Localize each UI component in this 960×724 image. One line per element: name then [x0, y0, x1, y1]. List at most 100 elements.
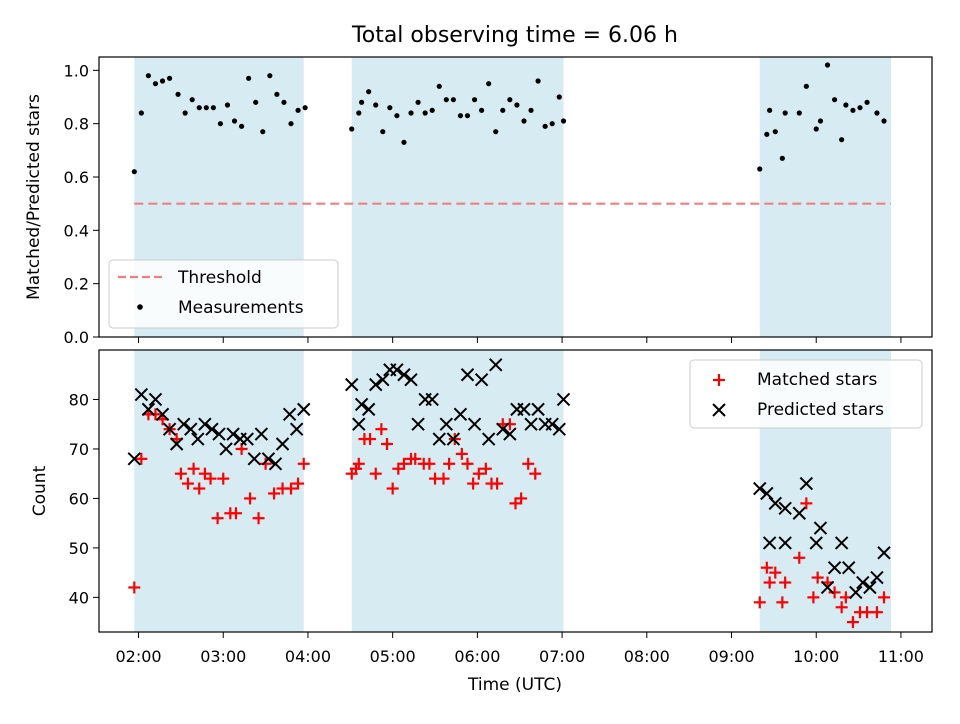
matched-star-point	[835, 601, 848, 614]
measurement-point	[521, 118, 527, 124]
measurement-point	[138, 110, 144, 116]
y-tick-label: 0.6	[64, 168, 89, 187]
measurement-point	[560, 118, 567, 124]
y-tick-label: 80	[69, 390, 89, 409]
y-tick-label: 50	[69, 539, 89, 558]
measurement-point	[542, 123, 548, 129]
measurement-point	[757, 166, 763, 172]
observing-interval-3	[759, 57, 892, 337]
matched-star-point	[503, 418, 516, 431]
measurement-point	[401, 139, 407, 145]
y-tick-label: 0.8	[64, 115, 89, 134]
legend-predicted-label: Predicted stars	[757, 400, 884, 420]
legend-threshold-label: Threshold	[177, 268, 262, 288]
matched-star-point	[491, 477, 504, 490]
measurement-point	[145, 73, 152, 79]
measurement-point	[429, 107, 435, 113]
x-tick-label: 04:00	[285, 647, 331, 666]
matched-star-point	[467, 477, 480, 490]
matched-star-point	[149, 408, 162, 421]
predicted-star-point	[198, 417, 212, 431]
measurement-point	[349, 126, 355, 132]
matched-star-point	[763, 576, 776, 589]
measurement-point	[479, 107, 485, 113]
predicted-star-point	[162, 422, 177, 436]
predicted-star-point	[155, 407, 170, 422]
matched-star-point	[423, 457, 436, 470]
predicted-star-point	[352, 417, 366, 431]
predicted-star-point	[432, 432, 446, 446]
x-tick-label: 03:00	[200, 647, 246, 666]
measurement-point	[772, 129, 778, 135]
matched-star-point	[259, 457, 272, 470]
measurement-point	[267, 73, 273, 79]
predicted-star-point	[354, 397, 369, 412]
measurement-point	[764, 131, 770, 137]
predicted-star-point	[275, 437, 290, 451]
top-plot-frame	[98, 56, 933, 338]
bottom-y-axis-label: Count	[30, 465, 50, 516]
measurement-point	[857, 105, 863, 111]
predicted-star-point	[148, 392, 163, 407]
predicted-star-point	[517, 402, 531, 417]
matched-star-point	[229, 507, 242, 520]
matched-star-point	[128, 581, 141, 594]
measurement-point	[394, 113, 400, 119]
matched-star-point	[522, 457, 535, 470]
measurement-point	[767, 107, 773, 113]
predicted-star-point	[856, 575, 870, 590]
measurement-point	[813, 126, 819, 132]
matched-star-point	[193, 482, 206, 495]
measurement-point	[359, 99, 365, 105]
matched-star-point	[386, 482, 399, 495]
matched-star-point	[285, 482, 298, 495]
matched-star-point	[369, 467, 382, 480]
predicted-star-point	[184, 422, 198, 436]
measurement-point	[281, 99, 287, 105]
matched-star-point	[381, 438, 394, 450]
predicted-star-point	[799, 476, 814, 491]
measurement-point	[295, 107, 301, 113]
measurement-point	[493, 129, 499, 135]
matched-star-point	[364, 433, 377, 446]
matched-star-point	[397, 457, 410, 470]
predicted-star-point	[524, 417, 538, 431]
matched-star-point	[846, 616, 859, 629]
predicted-star-point	[489, 358, 503, 372]
matched-star-point	[877, 591, 890, 604]
measurement-point	[464, 113, 471, 119]
top-x-axis-ticks	[138, 337, 902, 343]
legend-measurements-label: Measurements	[178, 298, 304, 318]
matched-star-point	[292, 477, 305, 490]
measurement-point	[380, 129, 386, 135]
y-tick-label: 1.0	[64, 61, 89, 80]
measurement-point	[864, 99, 870, 105]
matched-star-point	[211, 512, 224, 525]
bottom-matched-points	[128, 408, 890, 629]
y-tick-label: 0.4	[64, 221, 89, 240]
y-tick-label: 60	[69, 489, 89, 508]
measurement-point	[528, 107, 534, 113]
measurement-point	[152, 81, 159, 87]
measurement-point	[210, 105, 216, 111]
top-measurement-points	[131, 62, 887, 175]
predicted-star-point	[191, 432, 205, 446]
matched-star-point	[135, 452, 148, 465]
predicted-star-point	[820, 580, 835, 595]
measurement-point	[436, 83, 442, 89]
measurement-point	[274, 91, 280, 97]
matched-star-point	[529, 467, 542, 480]
predicted-star-point	[226, 427, 240, 441]
matched-star-point	[409, 452, 422, 465]
predicted-star-point	[289, 422, 304, 436]
top-legend: Threshold Measurements	[108, 259, 339, 329]
matched-star-point	[828, 586, 841, 599]
predicted-star-point	[827, 560, 842, 575]
matched-star-point	[268, 487, 281, 500]
matched-star-point	[461, 457, 474, 470]
matched-star-point	[776, 596, 789, 609]
predicted-star-point	[556, 392, 571, 407]
predicted-star-point	[177, 417, 191, 431]
bottom-x-axis-ticks: 02:00 03:00 04:00 05:00 06:00 07:00 08:00 09:00…	[115, 632, 924, 666]
